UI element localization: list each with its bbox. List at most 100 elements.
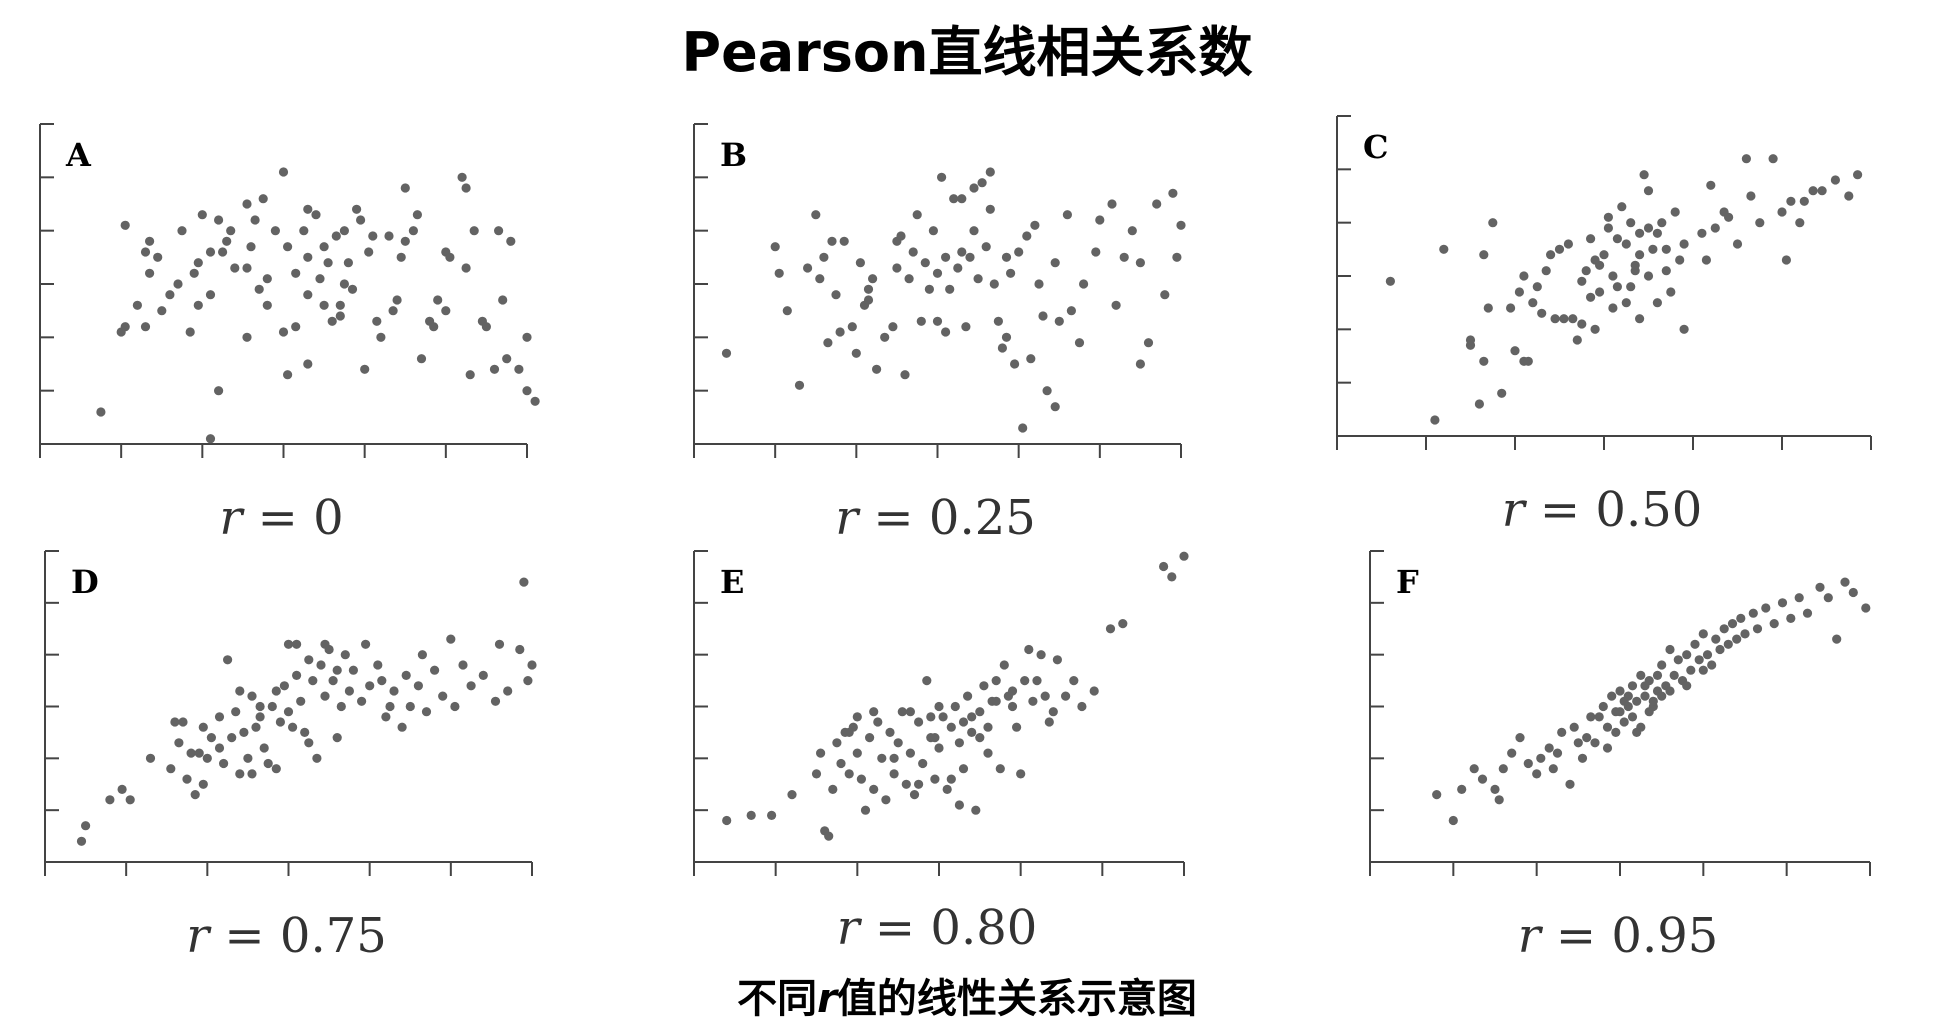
scatter-point bbox=[1448, 815, 1458, 826]
scatter-point bbox=[503, 686, 513, 696]
scatter-point bbox=[1111, 300, 1121, 310]
scatter-point bbox=[283, 242, 293, 252]
panel-letter: B bbox=[720, 136, 747, 174]
scatter-point bbox=[1598, 701, 1608, 712]
scatter-point bbox=[335, 300, 345, 310]
scatter-point bbox=[905, 707, 915, 717]
scatter-point bbox=[230, 263, 240, 273]
scatter-point bbox=[967, 727, 977, 737]
scatter-point bbox=[242, 199, 252, 209]
scatter-point bbox=[1777, 207, 1787, 217]
scatter-point bbox=[1385, 276, 1395, 286]
scatter-point bbox=[344, 686, 354, 696]
panel-letter: A bbox=[65, 136, 92, 174]
scatter-point bbox=[1652, 670, 1663, 680]
scatter-point bbox=[1548, 764, 1558, 774]
scatter-point bbox=[1724, 212, 1734, 222]
scatter-point bbox=[1802, 608, 1813, 618]
scatter-point bbox=[465, 370, 475, 380]
scatter-point bbox=[909, 790, 920, 800]
scatter-point bbox=[457, 172, 467, 182]
scatter-point bbox=[1603, 223, 1613, 233]
scatter-point bbox=[1746, 191, 1756, 201]
scatter-point bbox=[934, 701, 944, 712]
scatter-point bbox=[993, 316, 1003, 326]
scatter-point bbox=[1607, 691, 1617, 701]
scatter-point bbox=[1012, 722, 1022, 732]
scatter-point bbox=[1152, 199, 1162, 209]
scatter-point bbox=[953, 263, 963, 273]
scatter-point bbox=[914, 779, 924, 789]
r-var: r bbox=[1501, 482, 1525, 538]
scatter-point bbox=[1028, 696, 1038, 706]
scatter-point bbox=[1626, 218, 1636, 228]
scatter-point bbox=[1536, 753, 1546, 763]
scatter-point bbox=[1042, 386, 1052, 396]
scatter-point bbox=[877, 753, 887, 763]
scatter-point bbox=[908, 247, 918, 257]
scatter-point bbox=[1665, 686, 1675, 696]
scatter-point bbox=[1018, 423, 1028, 433]
scatter-point bbox=[1657, 691, 1667, 701]
scatter-point bbox=[1532, 282, 1542, 292]
scatter-point bbox=[958, 717, 969, 727]
scatter-point bbox=[836, 758, 846, 769]
scatter-point bbox=[304, 738, 314, 748]
scatter-point bbox=[1808, 186, 1818, 196]
scatter-point bbox=[413, 681, 423, 691]
r-value: = 0 bbox=[242, 490, 344, 546]
scatter-point bbox=[991, 676, 1001, 686]
scatter-point bbox=[417, 650, 427, 660]
scatter-point bbox=[1581, 266, 1591, 276]
scatter-point bbox=[416, 354, 427, 364]
scatter-point bbox=[267, 701, 277, 712]
scatter-point bbox=[1621, 298, 1631, 308]
r-value: = 0.75 bbox=[209, 908, 387, 964]
scatter-point bbox=[361, 639, 371, 649]
scatter-point bbox=[292, 670, 302, 680]
scatter-point bbox=[279, 681, 289, 691]
scatter-point bbox=[827, 236, 837, 246]
scatter-point bbox=[198, 722, 208, 732]
r-value: = 0.50 bbox=[1524, 482, 1703, 538]
scatter-point bbox=[255, 701, 265, 712]
scatter-point bbox=[1532, 769, 1542, 779]
scatter-point bbox=[1143, 338, 1154, 348]
scatter-point bbox=[1010, 359, 1020, 369]
scatter-point bbox=[278, 167, 289, 177]
scatter-point bbox=[461, 263, 471, 273]
scatter-point bbox=[247, 691, 257, 701]
scatter-point bbox=[271, 764, 281, 774]
scatter-point bbox=[969, 183, 979, 193]
scatter-point bbox=[262, 300, 272, 310]
scatter-point bbox=[1707, 660, 1717, 670]
scatter-point bbox=[1781, 255, 1791, 265]
scatter-point bbox=[1595, 287, 1605, 297]
scatter-point bbox=[332, 733, 342, 743]
scatter-point bbox=[957, 247, 967, 257]
scatter-point bbox=[1044, 717, 1054, 727]
scatter-point bbox=[1844, 191, 1854, 201]
scatter-point bbox=[1007, 701, 1018, 712]
scatter-point bbox=[1519, 271, 1529, 281]
scatter-point bbox=[300, 727, 310, 737]
scatter-point bbox=[1698, 665, 1708, 675]
scatter-point bbox=[1761, 603, 1771, 613]
scatter-point bbox=[1612, 234, 1622, 244]
scatter-point bbox=[1026, 354, 1036, 364]
r-value: = 0.25 bbox=[858, 490, 1036, 546]
scatter-point bbox=[1172, 252, 1182, 262]
scatter-point bbox=[145, 268, 155, 278]
scatter-point bbox=[315, 274, 325, 284]
scatter-point bbox=[1032, 676, 1042, 686]
scatter-point bbox=[376, 332, 386, 342]
scatter-point bbox=[1608, 303, 1618, 313]
scatter-point bbox=[918, 758, 928, 769]
scatter-point bbox=[1848, 587, 1858, 598]
scatter-point bbox=[1612, 282, 1622, 292]
scatter-point bbox=[1159, 561, 1169, 572]
scatter-point bbox=[916, 316, 926, 326]
